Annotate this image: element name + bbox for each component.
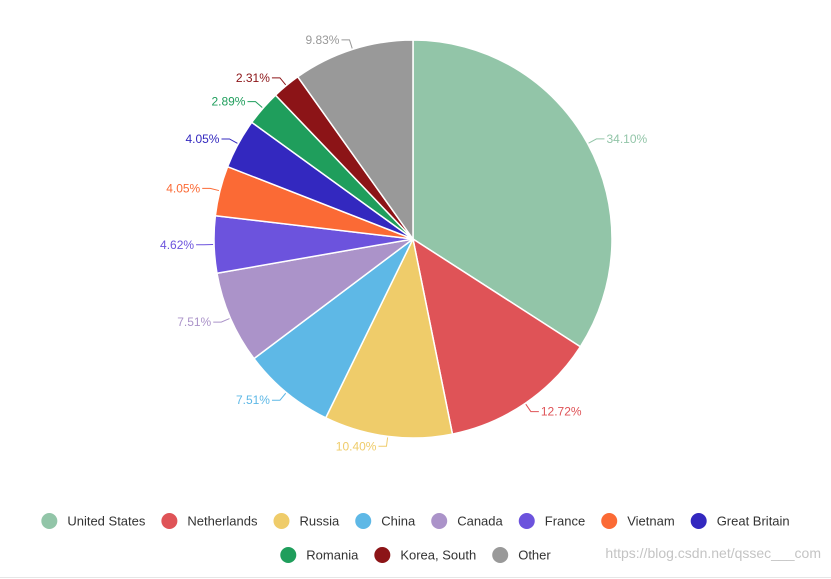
legend-item-united-states[interactable]: United States (41, 513, 146, 529)
legend-swatch-china (355, 513, 372, 529)
legend-item-korea-south[interactable]: Korea, South (374, 547, 476, 563)
legend-label-other: Other (518, 548, 551, 563)
legend-label-great-britain: Great Britain (717, 514, 790, 529)
data-label-china: 7.51% (236, 393, 270, 407)
legend-item-other[interactable]: Other (492, 547, 551, 563)
data-label-france: 4.62% (160, 238, 194, 252)
pie-slice-united-states (412, 39, 613, 348)
leader-line-other (341, 39, 353, 49)
legend-item-russia[interactable]: Russia (273, 513, 340, 529)
pie-slices (213, 39, 613, 439)
legend-swatch-vietnam (601, 513, 618, 529)
data-label-other: 9.83% (305, 33, 339, 47)
data-label-vietnam: 4.05% (166, 181, 200, 195)
legend-swatch-france (518, 513, 535, 529)
legend-label-russia: Russia (299, 514, 340, 529)
data-label-canada: 7.51% (177, 315, 211, 329)
legend-swatch-great-britain (690, 513, 707, 529)
pie-slice-russia (324, 236, 454, 439)
watermark-text: https://blog.csdn.net/qssec___com (605, 545, 821, 561)
legend-item-canada[interactable]: Canada (431, 513, 504, 529)
legend-item-netherlands[interactable]: Netherlands (161, 513, 258, 529)
leader-line-russia (378, 437, 389, 447)
legend-label-netherlands: Netherlands (187, 514, 258, 529)
leader-line-canada (213, 318, 230, 323)
legend-swatch-russia (273, 513, 290, 529)
legend-swatch-other (492, 547, 509, 563)
legend-label-korea-south: Korea, South (400, 548, 476, 563)
leader-line-great-britain (221, 138, 238, 144)
legend-label-united-states: United States (67, 514, 146, 529)
legend-label-china: China (381, 514, 416, 529)
legend-label-vietnam: Vietnam (627, 514, 674, 529)
data-label-korea-south: 2.31% (236, 71, 270, 85)
legend-item-romania[interactable]: Romania (280, 547, 359, 563)
legend-label-romania: Romania (306, 548, 359, 563)
legend-swatch-romania (280, 547, 297, 563)
pie-slice-other (296, 39, 414, 242)
legend-item-china[interactable]: China (355, 513, 416, 529)
legend-label-canada: Canada (457, 514, 503, 529)
data-label-russia: 10.40% (336, 439, 377, 453)
legend-swatch-korea-south (374, 547, 391, 563)
legend-item-vietnam[interactable]: Vietnam (601, 513, 675, 529)
legend-swatch-canada (431, 513, 448, 529)
chart-legend: United States Netherlands Russia China Canad… (41, 513, 790, 563)
leader-line-netherlands (525, 403, 539, 413)
leader-line-united-states (588, 138, 605, 144)
data-label-great-britain: 4.05% (185, 132, 219, 146)
legend-item-great-britain[interactable]: Great Britain (690, 513, 790, 529)
leader-line-vietnam (202, 187, 220, 192)
pie-slice-netherlands (411, 237, 582, 435)
data-label-united-states: 34.10% (606, 132, 647, 146)
leader-line-korea-south (271, 77, 287, 86)
legend-item-france[interactable]: France (518, 513, 585, 529)
data-label-netherlands: 12.72% (541, 405, 582, 419)
legend-swatch-united-states (41, 513, 58, 529)
data-label-romania: 2.89% (211, 95, 245, 109)
leader-line-china (271, 392, 287, 401)
legend-swatch-netherlands (161, 513, 178, 529)
pie-labels: 34.10% 12.72% 10.40% 7.51% 7.51% 4.62% 4.05% 4.… (160, 33, 647, 453)
bottom-divider (0, 577, 831, 578)
legend-label-france: France (545, 514, 585, 529)
leader-line-romania (247, 101, 263, 108)
